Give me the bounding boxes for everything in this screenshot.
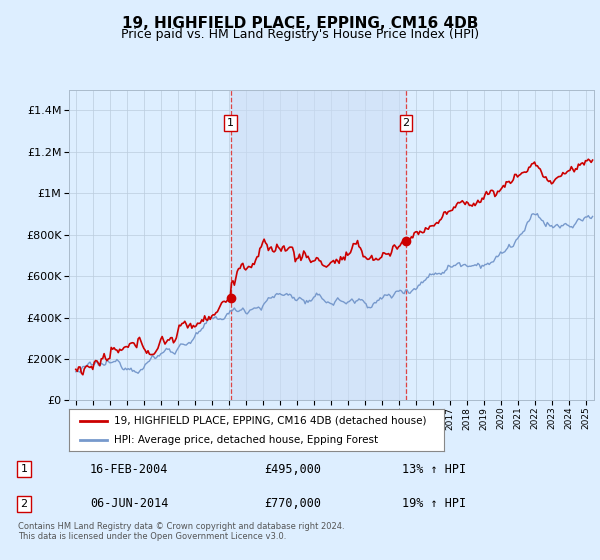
Text: 1: 1 [227, 118, 234, 128]
Text: 16-FEB-2004: 16-FEB-2004 [90, 463, 169, 475]
Text: 06-JUN-2014: 06-JUN-2014 [90, 497, 169, 510]
Text: 13% ↑ HPI: 13% ↑ HPI [402, 463, 466, 475]
Text: £770,000: £770,000 [264, 497, 321, 510]
Text: Contains HM Land Registry data © Crown copyright and database right 2024.
This d: Contains HM Land Registry data © Crown c… [18, 522, 344, 542]
Text: 1: 1 [20, 464, 28, 474]
Bar [231, 90, 406, 400]
Text: £495,000: £495,000 [264, 463, 321, 475]
Text: 19, HIGHFIELD PLACE, EPPING, CM16 4DB: 19, HIGHFIELD PLACE, EPPING, CM16 4DB [122, 16, 478, 31]
Text: Price paid vs. HM Land Registry's House Price Index (HPI): Price paid vs. HM Land Registry's House … [121, 28, 479, 41]
Text: 19, HIGHFIELD PLACE, EPPING, CM16 4DB (detached house): 19, HIGHFIELD PLACE, EPPING, CM16 4DB (d… [114, 416, 427, 426]
Text: 2: 2 [403, 118, 410, 128]
Text: 19% ↑ HPI: 19% ↑ HPI [402, 497, 466, 510]
Text: 2: 2 [20, 499, 28, 509]
Text: HPI: Average price, detached house, Epping Forest: HPI: Average price, detached house, Eppi… [114, 435, 378, 445]
